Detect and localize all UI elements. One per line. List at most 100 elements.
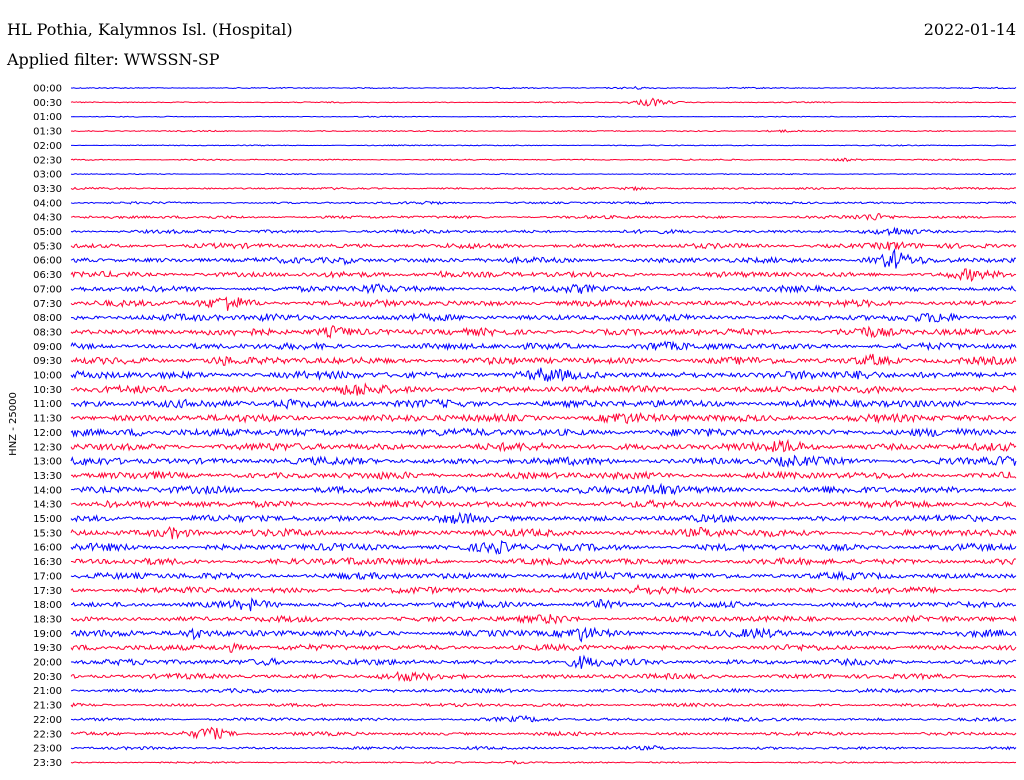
time-tick-label: 17:30: [33, 586, 62, 597]
trace-line: [70, 324, 1017, 339]
time-tick-label: 18:30: [33, 614, 62, 625]
trace-line: [70, 115, 1017, 118]
trace-line: [71, 556, 1017, 567]
trace-line: [70, 312, 1017, 323]
time-tick-label: 23:00: [33, 744, 62, 755]
time-tick-label: 21:30: [33, 701, 62, 712]
trace-line: [70, 470, 1017, 481]
time-tick-label: 22:00: [33, 715, 62, 726]
time-tick-label: 06:00: [33, 256, 62, 267]
time-tick-label: 05:00: [33, 227, 62, 238]
time-tick-label: 03:00: [33, 170, 62, 181]
trace-line: [70, 626, 1017, 643]
trace-line: [70, 702, 1017, 708]
time-tick-label: 09:00: [33, 342, 62, 353]
time-tick-label: 20:00: [33, 658, 62, 669]
trace-line: [70, 248, 1017, 269]
time-tick-label: 09:30: [33, 356, 62, 367]
trace-line: [70, 597, 1017, 612]
channel-label: HNZ - 25000: [8, 392, 19, 456]
time-tick-label: 00:30: [33, 98, 62, 109]
time-tick-label: 13:30: [33, 471, 62, 482]
time-tick-label: 01:00: [33, 112, 62, 123]
time-tick-label: 05:30: [33, 241, 62, 252]
time-tick-label: 22:30: [33, 729, 62, 740]
time-tick-label: 11:30: [33, 414, 62, 425]
time-tick-label: 21:00: [33, 686, 62, 697]
trace-line: [70, 129, 1017, 134]
time-tick-label: 07:00: [33, 284, 62, 295]
trace-line: [70, 185, 1017, 192]
trace-line: [70, 482, 1017, 496]
time-tick-label: 17:00: [33, 571, 62, 582]
trace-line: [70, 526, 1017, 540]
time-tick-label: 04:00: [33, 198, 62, 209]
time-tick-label: 06:30: [33, 270, 62, 281]
trace-line: [70, 687, 1017, 694]
time-tick-label: 19:30: [33, 643, 62, 654]
time-tick-label: 02:00: [33, 141, 62, 152]
date-label: 2022-01-14: [923, 20, 1016, 39]
time-tick-label: 20:30: [33, 672, 62, 683]
time-tick-label: 15:30: [33, 528, 62, 539]
trace-line: [70, 614, 1017, 625]
trace-line: [70, 642, 1017, 653]
trace-line: [70, 172, 1017, 176]
trace-line: [70, 382, 1017, 396]
time-tick-label: 14:30: [33, 500, 62, 511]
time-tick-label: 02:30: [33, 155, 62, 166]
time-tick-label: 16:30: [33, 557, 62, 568]
trace-line: [70, 97, 1016, 107]
filter-label: Applied filter: WWSSN-SP: [7, 50, 220, 69]
trace-line: [70, 654, 1017, 669]
trace-line: [70, 745, 1017, 751]
trace-line: [70, 570, 1017, 582]
time-tick-label: 11:00: [33, 399, 62, 410]
trace-line: [70, 726, 1017, 740]
time-tick-label: 00:00: [33, 84, 62, 95]
trace-line: [70, 157, 1017, 163]
trace-line: [70, 296, 1017, 311]
trace-line: [70, 353, 1017, 367]
time-tick-label: 12:30: [33, 442, 62, 453]
trace-line: [70, 714, 1017, 723]
trace-line: [70, 268, 1017, 283]
trace-line: [70, 200, 1017, 206]
trace-line: [70, 398, 1017, 410]
time-tick-label: 08:00: [33, 313, 62, 324]
trace-line: [70, 367, 1017, 382]
trace-line: [70, 760, 1017, 765]
trace-line: [71, 144, 1016, 147]
time-tick-label: 14:00: [33, 485, 62, 496]
time-tick-label: 04:30: [33, 213, 62, 224]
trace-line: [70, 511, 1017, 524]
trace-line: [70, 539, 1017, 555]
trace-line: [70, 438, 1017, 453]
time-tick-label: 23:30: [33, 758, 62, 769]
time-tick-label: 07:30: [33, 299, 62, 310]
trace-line: [70, 213, 1016, 221]
time-tick-label: 03:30: [33, 184, 62, 195]
trace-line: [70, 498, 1017, 510]
time-tick-label: 08:30: [33, 327, 62, 338]
time-tick-label: 10:30: [33, 385, 62, 396]
time-tick-label: 16:00: [33, 543, 62, 554]
trace-line: [70, 411, 1017, 425]
time-tick-label: 15:00: [33, 514, 62, 525]
trace-rows: 00:00 00:30 01:00 01:30 02:00 02:30 03:00 03:30…: [33, 84, 1017, 769]
trace-line: [70, 241, 1017, 251]
trace-line: [70, 583, 1017, 596]
trace-line: [70, 283, 1017, 295]
trace-line: [70, 340, 1017, 352]
trace-line: [70, 454, 1017, 469]
trace-line: [70, 85, 1017, 90]
time-tick-label: 01:30: [33, 127, 62, 138]
time-tick-label: 13:00: [33, 457, 62, 468]
trace-line: [70, 426, 1017, 438]
trace-line: [70, 226, 1017, 237]
time-tick-label: 19:00: [33, 629, 62, 640]
time-tick-label: 10:00: [33, 371, 62, 382]
trace-line: [70, 670, 1017, 683]
station-title: HL Pothia, Kalymnos Isl. (Hospital): [7, 20, 293, 39]
